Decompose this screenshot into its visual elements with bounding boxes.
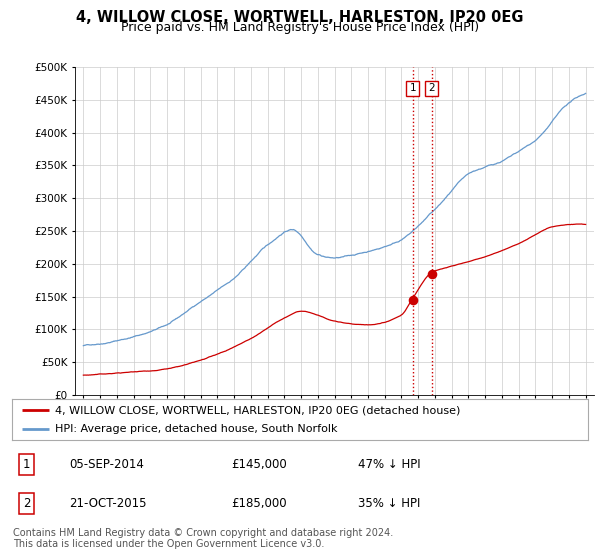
Text: 4, WILLOW CLOSE, WORTWELL, HARLESTON, IP20 0EG: 4, WILLOW CLOSE, WORTWELL, HARLESTON, IP… (76, 10, 524, 25)
Point (427, 269, 436, 278)
Text: 4, WILLOW CLOSE, WORTWELL, HARLESTON, IP20 0EG (detached house): 4, WILLOW CLOSE, WORTWELL, HARLESTON, IP… (55, 405, 461, 415)
Text: £185,000: £185,000 (231, 497, 287, 510)
Text: 2: 2 (23, 497, 30, 510)
Text: HPI: Average price, detached house, South Norfolk: HPI: Average price, detached house, Sout… (55, 424, 338, 435)
Point (408, 295, 418, 304)
Text: Contains HM Land Registry data © Crown copyright and database right 2024.
This d: Contains HM Land Registry data © Crown c… (13, 528, 394, 549)
Text: 35% ↓ HPI: 35% ↓ HPI (358, 497, 420, 510)
Text: Price paid vs. HM Land Registry's House Price Index (HPI): Price paid vs. HM Land Registry's House … (121, 21, 479, 34)
Text: 2: 2 (428, 83, 435, 94)
Text: 47% ↓ HPI: 47% ↓ HPI (358, 458, 420, 471)
Text: 05-SEP-2014: 05-SEP-2014 (70, 458, 145, 471)
Text: 1: 1 (23, 458, 30, 471)
Text: 1: 1 (409, 83, 416, 94)
Text: £145,000: £145,000 (231, 458, 287, 471)
Text: 21-OCT-2015: 21-OCT-2015 (70, 497, 147, 510)
